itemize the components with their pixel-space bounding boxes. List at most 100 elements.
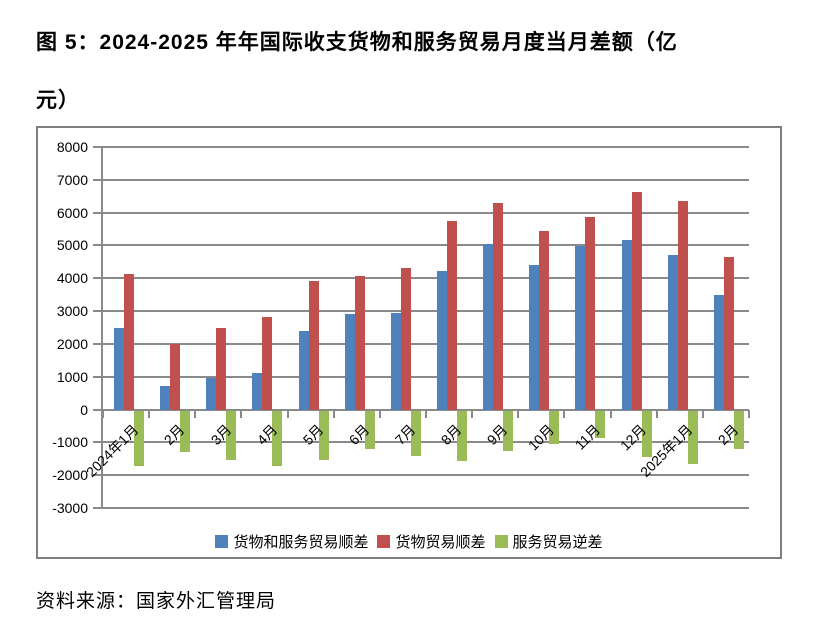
bar-goods-and-services-surplus-5 [344, 314, 355, 410]
x-axis-tick [748, 409, 750, 418]
legend-item-goods-and-services-surplus: 货物和服务贸易顺差 [215, 531, 368, 552]
bar-goods-surplus-4 [308, 280, 319, 410]
bar-goods-and-services-surplus-2 [206, 377, 217, 410]
gridline-7000 [103, 178, 749, 181]
bar-goods-and-services-surplus-13 [713, 295, 724, 410]
gridline-6000 [103, 211, 749, 214]
bar-services-deficit-2 [226, 410, 237, 460]
y-axis-label: 7000 [56, 171, 88, 188]
x-axis-tick [102, 409, 104, 418]
gridline-5000 [103, 244, 749, 247]
y-axis-tick [93, 277, 102, 280]
bar-goods-surplus-13 [723, 256, 734, 410]
y-axis-tick [93, 507, 102, 509]
x-axis-tick [517, 409, 520, 418]
bar-goods-and-services-surplus-12 [667, 255, 678, 410]
bar-goods-surplus-12 [677, 200, 688, 410]
bar-goods-surplus-6 [400, 268, 411, 410]
x-axis-tick [194, 409, 197, 418]
gridline--3000 [103, 507, 749, 509]
bar-goods-surplus-1 [170, 343, 181, 410]
bar-services-deficit-8 [503, 410, 514, 451]
legend-label: 货物贸易顺差 [395, 534, 486, 551]
bar-goods-surplus-5 [354, 276, 365, 410]
x-axis-tick [240, 409, 243, 418]
bar-goods-surplus-11 [631, 191, 642, 410]
bar-goods-surplus-9 [539, 231, 550, 410]
bar-goods-surplus-7 [447, 220, 457, 410]
bar-services-deficit-0 [134, 410, 144, 466]
y-axis-tick [93, 342, 102, 345]
x-axis-label: 2024年1月 [82, 420, 142, 480]
y-axis-tick [93, 441, 102, 444]
x-axis-tick [378, 409, 381, 418]
x-axis-tick [609, 409, 612, 418]
y-axis-label: 8000 [56, 139, 88, 155]
plot-area: 8000 7000 6000 5000 4000 3000 2000 1000 0 -1000 -2… [38, 128, 780, 557]
y-axis-label: -2000 [52, 467, 88, 484]
bar-services-deficit-9 [549, 410, 560, 445]
x-axis-tick [701, 409, 704, 418]
y-axis-label: 2000 [56, 335, 88, 352]
figure-title-line-1: 图 5：2024-2025 年年国际收支货物和服务贸易月度当月差额（亿 [36, 31, 678, 54]
figure-title: 图 5：2024-2025 年年国际收支货物和服务贸易月度当月差额（亿 元） [36, 14, 816, 130]
legend-swatch-goods-surplus [377, 535, 391, 548]
bar-services-deficit-4 [318, 410, 329, 460]
y-axis-tick [93, 178, 102, 181]
y-axis-tick [93, 244, 102, 247]
y-axis-label: 5000 [56, 237, 88, 254]
bar-services-deficit-7 [457, 410, 467, 462]
bar-services-deficit-11 [641, 410, 652, 458]
chart-legend: 货物和服务贸易顺差 货物贸易顺差 服务贸易逆差 [38, 531, 780, 552]
bar-services-deficit-13 [733, 410, 744, 450]
legend-label: 货物和服务贸易顺差 [233, 534, 369, 551]
y-axis-label: 0 [80, 401, 88, 418]
y-axis-line [101, 146, 103, 509]
y-axis-label: 1000 [56, 368, 88, 385]
y-axis-label: 6000 [56, 204, 88, 221]
bar-services-deficit-3 [272, 410, 283, 466]
bar-goods-and-services-surplus-6 [390, 313, 401, 410]
bar-goods-and-services-surplus-7 [437, 271, 447, 410]
gridline--1000 [103, 441, 749, 444]
gridline-4000 [103, 277, 749, 280]
y-axis-label: 3000 [56, 303, 88, 320]
bar-goods-and-services-surplus-3 [252, 372, 263, 410]
legend-swatch-goods-and-services-surplus [215, 535, 229, 548]
gridline-1000 [103, 375, 749, 378]
x-axis-tick [148, 409, 151, 418]
figure-title-line-2: 元） [36, 89, 80, 112]
x-axis-tick [332, 409, 335, 418]
bar-goods-surplus-8 [493, 202, 504, 410]
y-axis-tick [93, 408, 102, 411]
bar-goods-and-services-surplus-10 [575, 246, 586, 410]
x-axis-tick [563, 409, 566, 418]
bar-services-deficit-5 [364, 410, 375, 449]
y-axis-tick [93, 474, 102, 477]
bar-services-deficit-6 [410, 410, 421, 456]
y-axis-label: -1000 [52, 434, 88, 451]
x-axis-tick [425, 409, 427, 418]
y-axis-tick [93, 375, 102, 378]
bar-services-deficit-1 [180, 410, 191, 452]
gridline-2000 [103, 342, 749, 345]
y-axis-tick [93, 310, 102, 313]
bar-services-deficit-12 [687, 410, 698, 465]
bar-goods-surplus-2 [216, 327, 227, 410]
y-axis-tick [93, 146, 102, 148]
legend-item-goods-surplus: 货物贸易顺差 [377, 531, 486, 552]
bar-goods-and-services-surplus-8 [483, 244, 494, 410]
bar-goods-surplus-10 [585, 217, 596, 410]
source-note: 资料来源：国家外汇管理局 [36, 591, 277, 612]
bar-goods-surplus-0 [124, 274, 134, 410]
bar-goods-and-services-surplus-9 [529, 265, 540, 410]
bar-goods-and-services-surplus-0 [114, 328, 124, 410]
x-axis-tick [655, 409, 658, 418]
gridline-3000 [103, 310, 749, 313]
chart: 8000 7000 6000 5000 4000 3000 2000 1000 0 -1000 -2… [36, 126, 782, 559]
gridline-8000 [103, 146, 749, 148]
y-axis-label: -3000 [52, 500, 88, 516]
gridline--2000 [103, 474, 749, 477]
legend-item-services-deficit: 服务贸易逆差 [494, 531, 603, 552]
